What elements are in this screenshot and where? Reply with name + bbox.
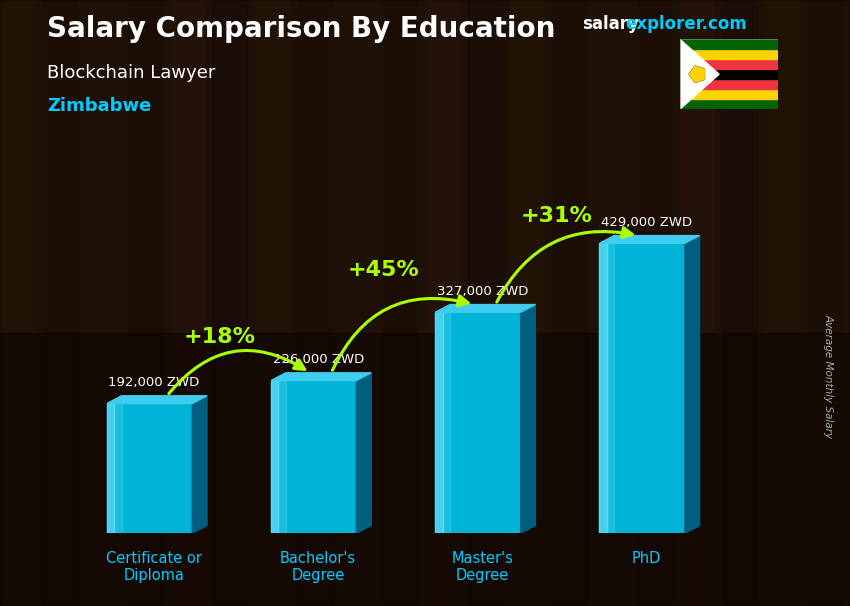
Polygon shape [279, 381, 286, 533]
Polygon shape [107, 396, 207, 404]
Bar [680, 89, 778, 99]
Bar [382, 0, 416, 606]
Polygon shape [685, 236, 700, 533]
Polygon shape [107, 404, 192, 533]
Bar [0, 333, 850, 606]
Bar [298, 0, 332, 606]
Bar [340, 0, 374, 606]
Bar [638, 0, 672, 606]
Bar [765, 0, 799, 606]
Polygon shape [599, 243, 607, 533]
Polygon shape [435, 312, 520, 533]
Text: Certificate or
Diploma: Certificate or Diploma [106, 551, 202, 583]
Polygon shape [520, 305, 536, 533]
Text: Blockchain Lawyer: Blockchain Lawyer [47, 64, 215, 82]
Text: Salary Comparison By Education: Salary Comparison By Education [47, 15, 555, 43]
Polygon shape [271, 381, 356, 533]
Bar [0, 0, 34, 606]
Bar [680, 99, 778, 109]
Polygon shape [271, 381, 279, 533]
Bar [425, 0, 459, 606]
Text: 429,000 ZWD: 429,000 ZWD [601, 216, 692, 229]
Bar [808, 0, 842, 606]
Bar [212, 0, 246, 606]
Text: +31%: +31% [520, 205, 592, 225]
Bar [680, 0, 714, 606]
Bar [595, 0, 629, 606]
Text: 327,000 ZWD: 327,000 ZWD [437, 285, 528, 298]
Text: 226,000 ZWD: 226,000 ZWD [273, 353, 364, 367]
Bar [128, 0, 162, 606]
Bar [85, 0, 119, 606]
Text: +18%: +18% [184, 327, 256, 347]
Polygon shape [607, 243, 615, 533]
Bar [722, 0, 756, 606]
Bar [468, 0, 502, 606]
Text: salary: salary [582, 15, 639, 33]
Bar [552, 0, 586, 606]
Text: Bachelor's
Degree: Bachelor's Degree [280, 551, 356, 583]
Bar [42, 0, 76, 606]
Polygon shape [435, 312, 443, 533]
Bar [255, 0, 289, 606]
Text: explorer.com: explorer.com [625, 15, 746, 33]
Polygon shape [599, 243, 685, 533]
Polygon shape [107, 404, 114, 533]
Polygon shape [443, 312, 450, 533]
Text: Master's
Degree: Master's Degree [451, 551, 513, 583]
Polygon shape [192, 396, 207, 533]
Polygon shape [680, 39, 719, 109]
Bar [680, 79, 778, 89]
Bar [680, 69, 778, 79]
Polygon shape [271, 373, 371, 381]
Text: 192,000 ZWD: 192,000 ZWD [108, 376, 200, 390]
Bar [510, 0, 544, 606]
Polygon shape [114, 404, 122, 533]
Bar [680, 49, 778, 59]
Polygon shape [599, 236, 700, 243]
Bar [680, 39, 778, 49]
Text: PhD: PhD [632, 551, 661, 566]
Polygon shape [435, 305, 536, 312]
Bar [680, 59, 778, 69]
Text: Average Monthly Salary: Average Monthly Salary [824, 314, 834, 438]
Text: Zimbabwe: Zimbabwe [47, 97, 151, 115]
Polygon shape [356, 373, 371, 533]
Bar [170, 0, 204, 606]
Text: +45%: +45% [348, 259, 420, 280]
